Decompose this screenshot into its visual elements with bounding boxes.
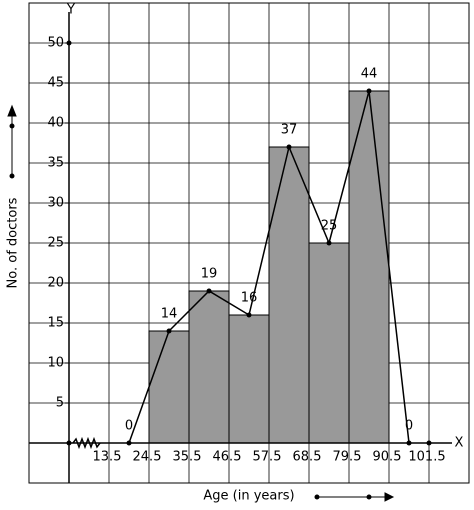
x-tick-label: 68.5 [293, 450, 322, 465]
data-label: 25 [321, 219, 338, 234]
y-tick-label: 50 [47, 36, 64, 51]
y-tick-label: 30 [47, 196, 64, 211]
data-label: 16 [241, 291, 258, 306]
y-axis-name: Y [66, 3, 75, 18]
frequency-polygon [128, 90, 410, 444]
x-tick-label: 35.5 [173, 450, 202, 465]
bar [268, 146, 310, 444]
polygon-point [126, 440, 132, 446]
axis-dot [66, 40, 72, 46]
data-label: 37 [281, 123, 298, 138]
x-tick-label: 24.5 [133, 450, 162, 465]
polygon-point [246, 312, 252, 318]
data-label: 44 [361, 67, 378, 82]
y-tick-label: 45 [47, 76, 64, 91]
axis-break [72, 436, 101, 450]
origin-dot [66, 440, 72, 446]
x-tick-label: 101.5 [408, 450, 445, 465]
polygon-point [326, 240, 332, 246]
y-tick-label: 35 [47, 156, 64, 171]
x-tick-label: 90.5 [373, 450, 402, 465]
data-label: 0 [125, 419, 133, 434]
polygon-point [286, 144, 292, 150]
polygon-point [206, 288, 212, 294]
y-tick-label: 10 [47, 356, 64, 371]
y-tick-label: 20 [47, 276, 64, 291]
y-axis-label: No. of doctors [6, 197, 21, 288]
polygon-point [406, 440, 412, 446]
x-tick-label: 13.5 [93, 450, 122, 465]
polygon-point [366, 88, 372, 94]
bar [188, 290, 230, 444]
axis-dot [426, 440, 432, 446]
bar [228, 314, 270, 444]
y-tick-label: 25 [47, 236, 64, 251]
x-tick-label: 46.5 [213, 450, 242, 465]
polygon-point [166, 328, 172, 334]
y-tick-label: 40 [47, 116, 64, 131]
x-tick-label: 79.5 [333, 450, 362, 465]
y-tick-label: 15 [47, 316, 64, 331]
data-label: 0 [405, 419, 413, 434]
bar [348, 90, 390, 444]
data-label: 19 [201, 267, 218, 282]
x-axis-label: Age (in years) [203, 489, 294, 504]
data-label: 14 [161, 307, 178, 322]
arrow-decoration [7, 104, 395, 502]
x-axis-name: X [455, 436, 464, 451]
bar [148, 330, 190, 444]
x-tick-label: 57.5 [253, 450, 282, 465]
bar [308, 242, 350, 444]
y-tick-label: 5 [56, 396, 64, 411]
